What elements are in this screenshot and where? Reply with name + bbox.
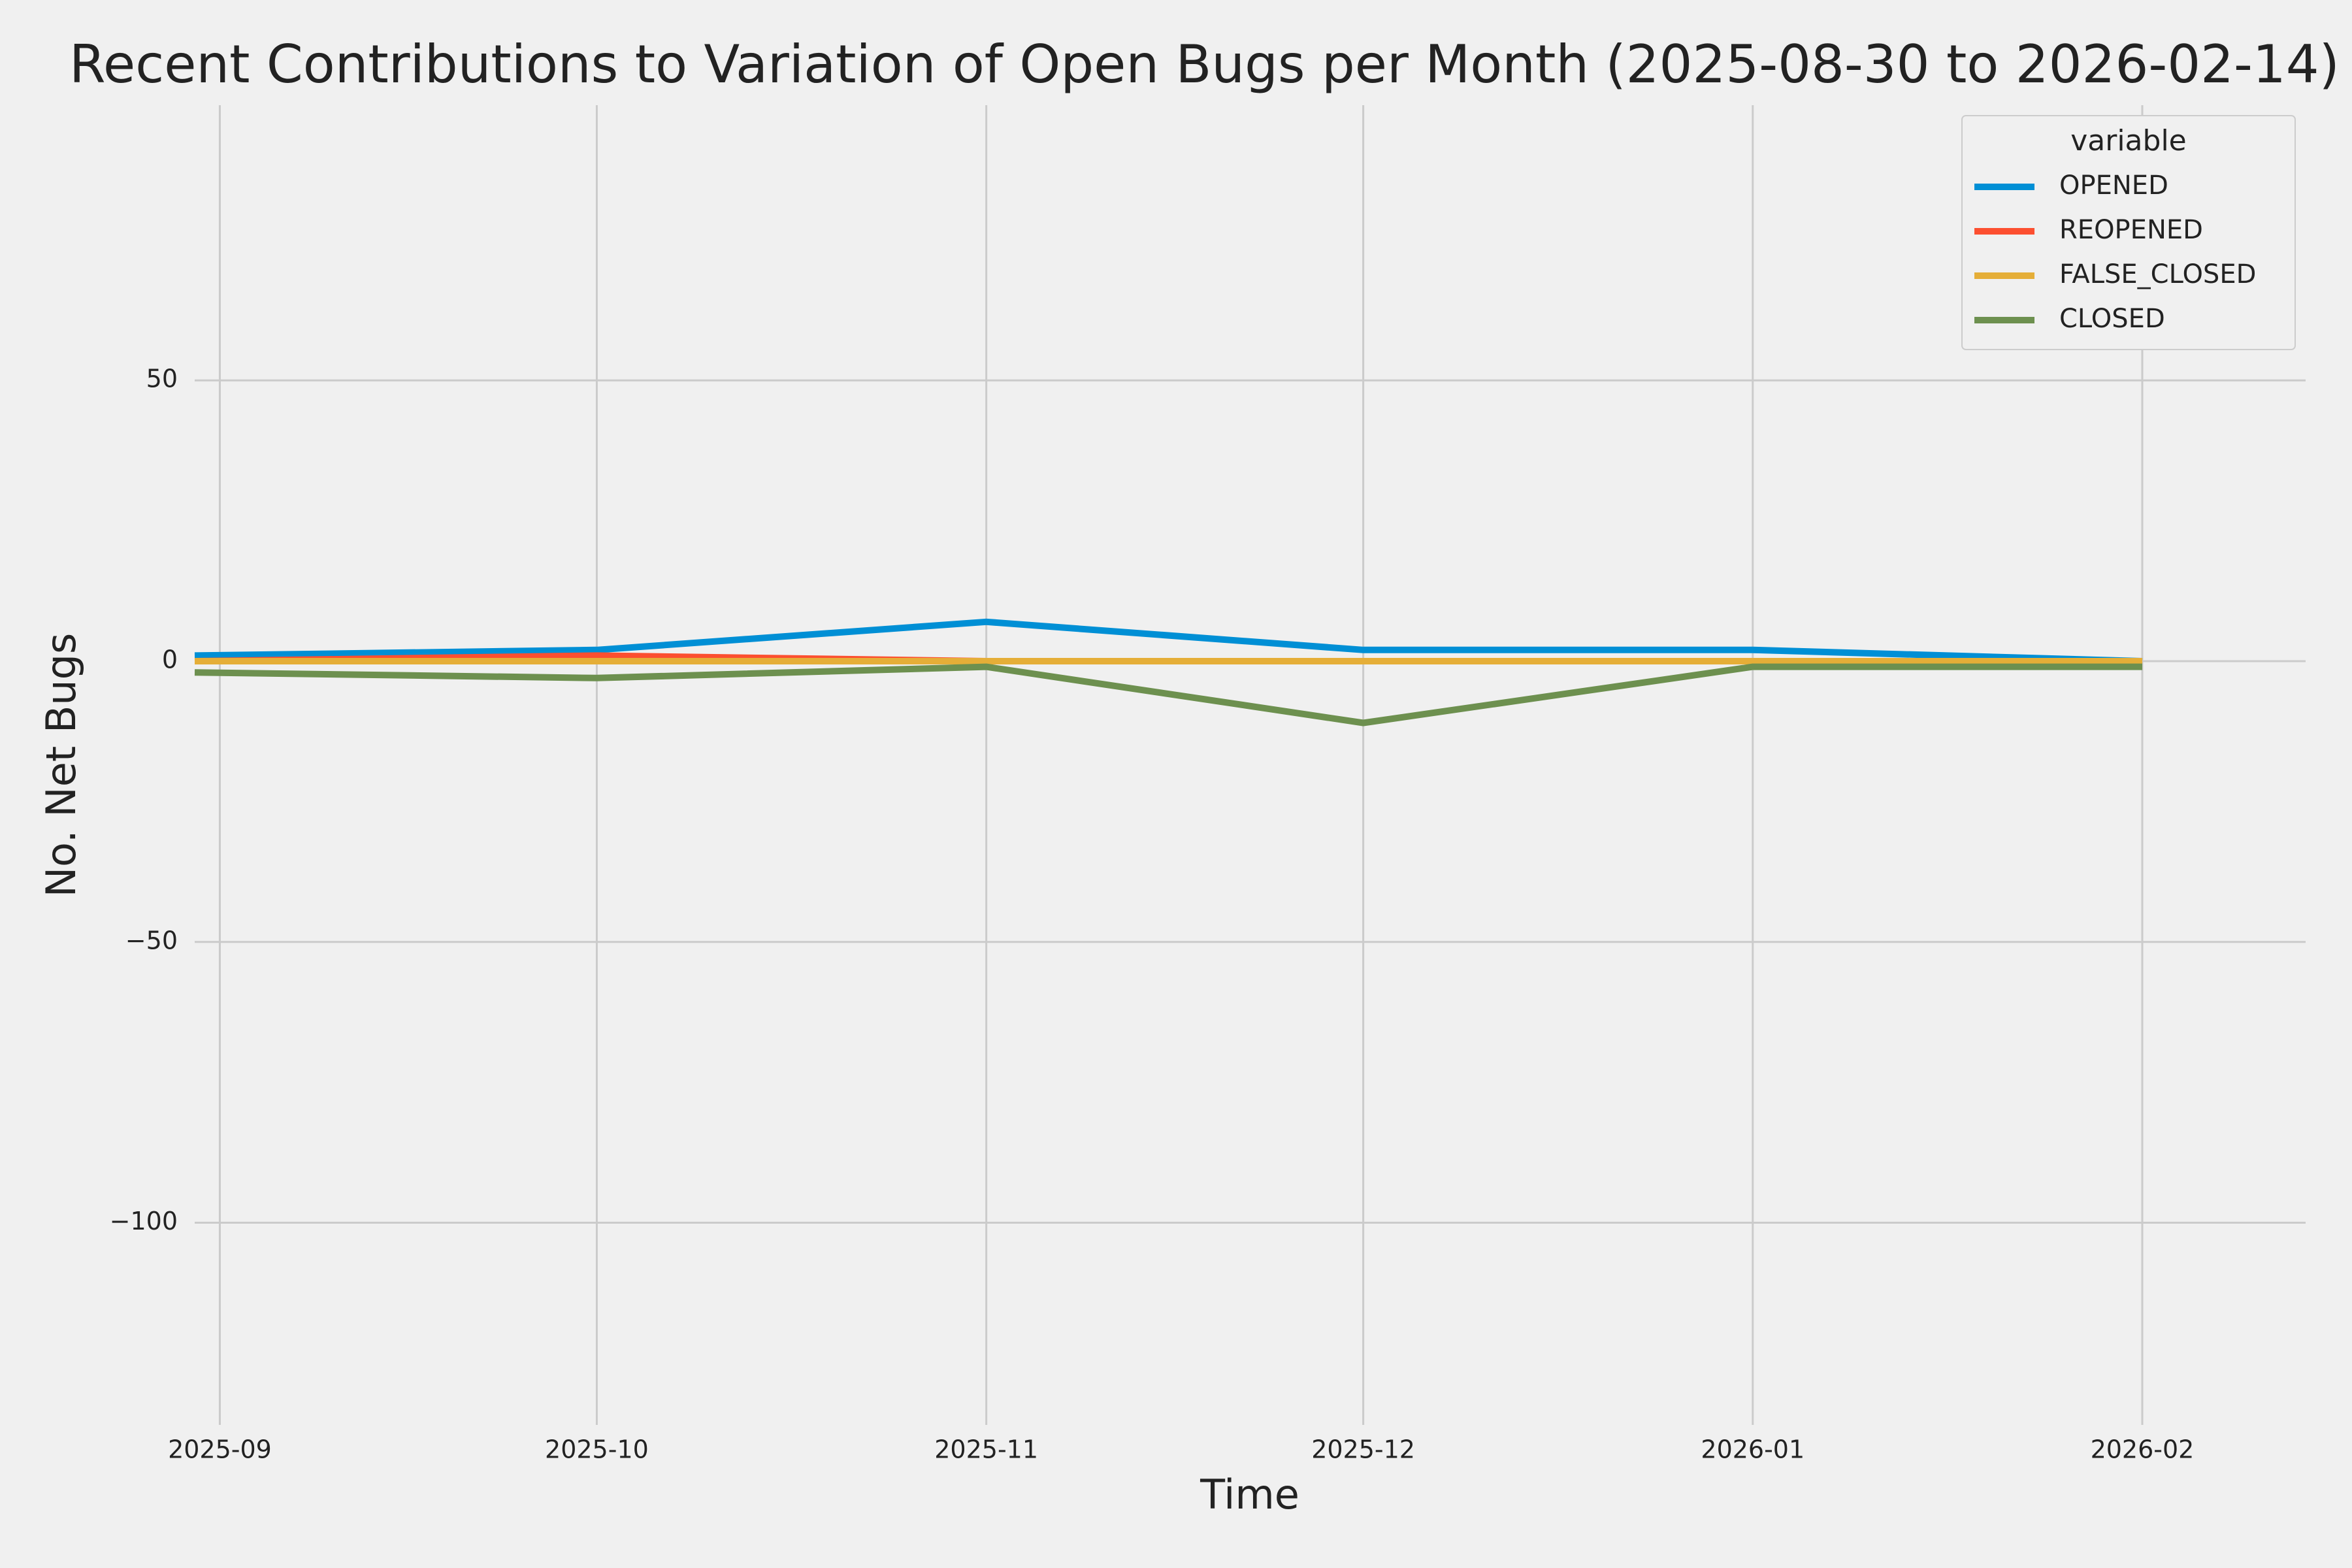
y-tick-label: −100 xyxy=(110,1207,178,1235)
x-tick-label: 2026-02 xyxy=(2091,1435,2195,1464)
y-tick-label: 0 xyxy=(162,645,178,674)
x-tick-label: 2026-01 xyxy=(1701,1435,1805,1464)
legend-label: OPENED xyxy=(2059,171,2168,201)
chart-title: Recent Contributions to Variation of Ope… xyxy=(69,34,2340,95)
y-tick-label: 50 xyxy=(146,365,178,393)
legend-box xyxy=(1961,115,2296,350)
legend-label: FALSE_CLOSED xyxy=(2059,259,2256,289)
x-axis-label: Time xyxy=(1200,1471,1299,1518)
legend-label: REOPENED xyxy=(2059,215,2203,245)
y-axis-label: No. Net Bugs xyxy=(37,633,85,898)
legend-label: CLOSED xyxy=(2059,304,2165,334)
x-tick-label: 2025-10 xyxy=(545,1435,649,1464)
x-tick-label: 2025-12 xyxy=(1311,1435,1415,1464)
legend: variable OPENED REOPENED FALSE_CLOSED CLOSE… xyxy=(1961,115,2296,350)
series-line xyxy=(194,618,2143,664)
x-tick-label: 2025-09 xyxy=(168,1435,272,1464)
lines xyxy=(194,618,2143,727)
legend-title: variable xyxy=(2070,124,2187,157)
x-tick-label: 2025-11 xyxy=(934,1435,1038,1464)
y-tick-label: −50 xyxy=(125,926,178,955)
series-line xyxy=(194,663,2142,727)
